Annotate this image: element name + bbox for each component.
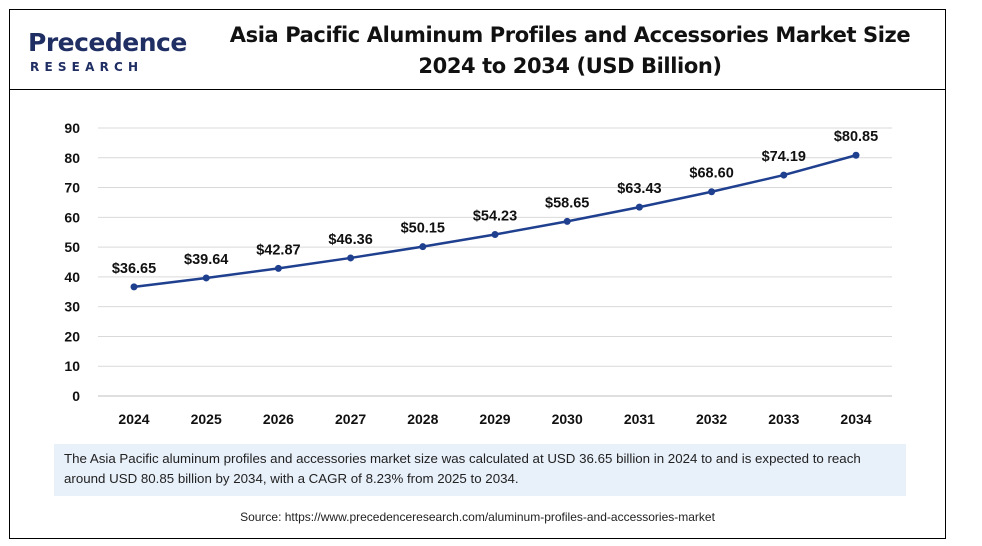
data-label: $58.65 [545,195,589,211]
x-tick-label: 2027 [335,411,366,427]
data-label: $74.19 [762,149,806,165]
data-label: $80.85 [834,129,878,145]
y-tick-label: 20 [64,328,80,344]
logo-subtext: RESEARCH [30,60,144,74]
x-tick-label: 2030 [552,411,583,427]
data-point [635,203,643,211]
logo-text: Precedence [28,28,187,57]
data-point [491,231,499,239]
data-points [130,151,860,291]
y-tick-label: 50 [64,239,80,255]
y-tick-label: 40 [64,269,80,285]
y-tick-label: 80 [64,150,80,166]
data-point [563,217,571,225]
precedence-research-logo: Precedence RESEARCH [28,28,188,78]
x-axis-ticks: 2024 2025 2026 2027 2028 2029 2030 2031 2032 2033… [118,411,871,427]
source-text: Source: https://www.precedenceresearch.c… [240,510,715,524]
data-point [347,254,355,262]
x-tick-label: 2031 [624,411,655,427]
y-tick-label: 60 [64,209,80,225]
data-point [780,171,788,179]
x-tick-label: 2028 [407,411,438,427]
y-tick-label: 70 [64,180,80,196]
y-tick-label: 90 [64,120,80,136]
data-point [274,264,282,272]
x-tick-label: 2033 [768,411,799,427]
data-label: $54.23 [473,209,517,225]
data-labels: $36.65 $39.64 $42.87 $46.36 $50.15 $54.23 $58.… [112,129,878,277]
x-tick-label: 2032 [696,411,727,427]
data-point [202,274,210,282]
x-tick-label: 2024 [118,411,149,427]
chart-frame: Precedence RESEARCH Asia Pacific Aluminu… [9,9,946,539]
x-tick-label: 2029 [479,411,510,427]
y-tick-label: 30 [64,299,80,315]
data-label: $42.87 [256,242,300,258]
description-box: The Asia Pacific aluminum profiles and a… [54,444,906,496]
data-label: $46.36 [328,232,372,248]
x-tick-label: 2026 [263,411,294,427]
x-tick-label: 2034 [840,411,871,427]
data-label: $68.60 [689,166,733,182]
data-point [852,151,860,159]
data-label: $39.64 [184,252,228,268]
data-label: $36.65 [112,261,156,277]
chart-title-line1: Asia Pacific Aluminum Profiles and Acces… [229,23,911,47]
chart-title: Asia Pacific Aluminum Profiles and Acces… [210,20,930,82]
grid-lines [98,127,892,397]
y-tick-label: 10 [64,358,80,374]
data-point [419,243,427,251]
data-label: $63.43 [617,181,661,197]
y-axis-ticks: 0 10 20 30 40 50 60 70 80 90 [64,120,80,404]
x-tick-label: 2025 [191,411,222,427]
header: Precedence RESEARCH Asia Pacific Aluminu… [10,10,945,90]
chart-title-line2: 2024 to 2034 (USD Billion) [418,54,722,78]
data-label: $50.15 [401,221,445,237]
data-point [708,188,716,196]
y-tick-label: 0 [72,388,80,404]
data-point [130,283,138,291]
